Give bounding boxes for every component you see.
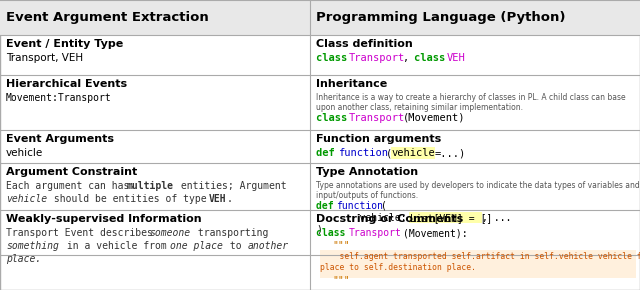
Text: , ...: , ... xyxy=(482,213,511,223)
Text: class: class xyxy=(316,113,353,123)
Text: Transport: Transport xyxy=(349,53,405,63)
Text: VEH: VEH xyxy=(447,53,466,63)
Text: Argument Constraint: Argument Constraint xyxy=(6,167,137,177)
Text: Transport, VEH: Transport, VEH xyxy=(6,53,83,63)
Text: (: ( xyxy=(386,148,392,158)
Text: Event Argument Extraction: Event Argument Extraction xyxy=(6,12,209,24)
Text: def: def xyxy=(316,201,339,211)
Text: Movement:Transport: Movement:Transport xyxy=(6,93,112,103)
Text: Event / Entity Type: Event / Entity Type xyxy=(6,39,124,49)
Text: function: function xyxy=(338,148,388,158)
Text: def: def xyxy=(316,148,341,158)
Text: self.agent transported self.artifact in self.vehicle vehicle from self.origin: self.agent transported self.artifact in … xyxy=(320,252,640,261)
Text: class: class xyxy=(316,228,351,238)
Text: multiple: multiple xyxy=(127,181,174,191)
Text: Programming Language (Python): Programming Language (Python) xyxy=(316,12,566,24)
Text: =...): =...) xyxy=(435,148,467,158)
Text: Docstring or Comments: Docstring or Comments xyxy=(316,214,463,224)
Text: Type annotations are used by developers to indicate the data types of variables : Type annotations are used by developers … xyxy=(316,181,640,200)
Text: vehicle:: vehicle: xyxy=(336,213,412,223)
Text: VEH: VEH xyxy=(209,194,227,204)
Text: place to self.destination place.: place to self.destination place. xyxy=(320,263,476,272)
Text: transporting: transporting xyxy=(192,228,268,238)
Text: another: another xyxy=(248,241,289,251)
Text: Transport: Transport xyxy=(349,113,405,123)
Text: one place: one place xyxy=(170,241,223,251)
Text: in a vehicle from: in a vehicle from xyxy=(61,241,173,251)
Text: .: . xyxy=(227,194,233,204)
Text: (Movement): (Movement) xyxy=(403,113,465,123)
Text: Transport: Transport xyxy=(349,228,402,238)
Text: Weakly-supervised Information: Weakly-supervised Information xyxy=(6,214,202,224)
Text: Inheritance: Inheritance xyxy=(316,79,387,89)
Bar xyxy=(320,250,636,278)
Text: ): ) xyxy=(316,225,322,235)
Text: something: something xyxy=(6,241,59,251)
Text: (Movement):: (Movement): xyxy=(403,228,468,238)
Text: class: class xyxy=(414,53,451,63)
Text: (: ( xyxy=(381,201,387,211)
Text: Inheritance is a way to create a hierarchy of classes in PL. A child class can b: Inheritance is a way to create a hierarc… xyxy=(316,93,626,113)
Text: should be entities of type: should be entities of type xyxy=(48,194,212,204)
Text: Transport Event describes: Transport Event describes xyxy=(6,228,159,238)
Text: """: """ xyxy=(332,240,349,250)
Text: """: """ xyxy=(332,275,349,285)
Text: someone: someone xyxy=(149,228,190,238)
Text: entities; Argument: entities; Argument xyxy=(175,181,287,191)
Bar xyxy=(409,212,482,223)
Text: function: function xyxy=(336,201,383,211)
Text: Event Arguments: Event Arguments xyxy=(6,134,114,144)
Text: Type Annotation: Type Annotation xyxy=(316,167,418,177)
Text: Each argument can has: Each argument can has xyxy=(6,181,135,191)
Bar xyxy=(0,0,640,35)
Text: vehicle: vehicle xyxy=(6,194,47,204)
Text: vehicle: vehicle xyxy=(6,148,44,158)
Text: place.: place. xyxy=(6,254,41,264)
Text: Hierarchical Events: Hierarchical Events xyxy=(6,79,127,89)
Text: Class definition: Class definition xyxy=(316,39,413,49)
Text: List[VEH] = []: List[VEH] = [] xyxy=(410,213,492,223)
Text: ,: , xyxy=(403,53,415,63)
Bar xyxy=(391,147,435,159)
Text: class: class xyxy=(316,53,353,63)
Text: vehicle: vehicle xyxy=(392,148,436,158)
Text: Function arguments: Function arguments xyxy=(316,134,441,144)
Text: to: to xyxy=(224,241,248,251)
